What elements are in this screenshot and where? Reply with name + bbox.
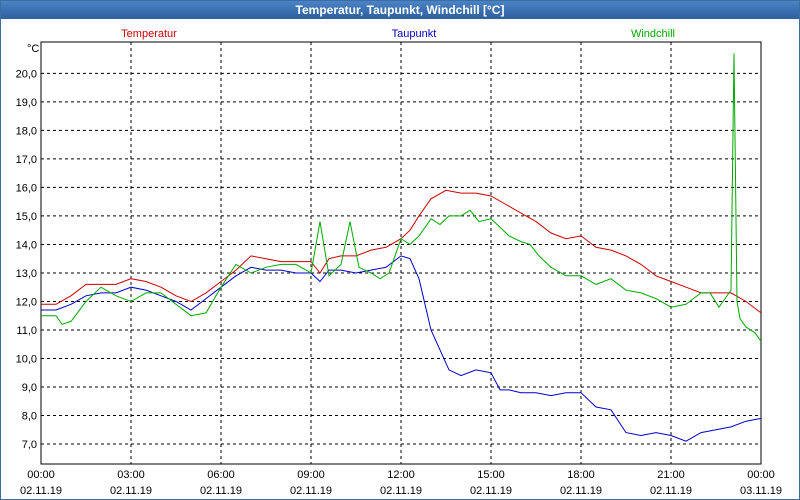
y-tick-label: 18,0 [16, 125, 37, 137]
x-tick-time: 15:00 [477, 469, 505, 481]
x-tick-date: 02.11.19 [290, 485, 332, 497]
x-tick-date: 02.11.19 [560, 485, 602, 497]
y-tick-label: 8,0 [22, 411, 37, 423]
legend-entry-taupunkt: Taupunkt [392, 28, 437, 40]
y-tick-label: 10,0 [16, 354, 37, 366]
x-tick-date: 02.11.19 [200, 485, 242, 497]
y-tick-label: 11,0 [16, 325, 37, 337]
y-tick-label: 15,0 [16, 211, 37, 223]
grid-lines [41, 42, 761, 464]
x-tick-date: 02.11.19 [380, 485, 422, 497]
x-tick-time: 00:00 [27, 469, 55, 481]
x-tick-time: 06:00 [207, 469, 235, 481]
x-tick-date: 02.11.19 [20, 485, 62, 497]
x-tick-date: 02.11.19 [470, 485, 512, 497]
y-tick-label: 7,0 [22, 439, 37, 451]
x-tick-time: 21:00 [657, 469, 685, 481]
x-tick-time: 18:00 [567, 469, 595, 481]
x-tick-time: 00:00 [747, 469, 775, 481]
y-tick-label: 16,0 [16, 182, 37, 194]
x-tick-date: 03.11.19 [740, 485, 782, 497]
legend-entry-temperatur: Temperatur [121, 28, 177, 40]
line-chart: °C 7,0 8,0 9,0 10,0 11,0 12,0 13,0 14,0 15,0 16,0… [16, 28, 782, 497]
y-tick-label: 20,0 [16, 68, 37, 80]
y-tick-label: 14,0 [16, 239, 37, 251]
y-tick-label: 17,0 [16, 154, 37, 166]
legend: Temperatur Taupunkt Windchill [121, 28, 675, 40]
series-lines [41, 53, 762, 442]
series-line-taupunkt [41, 255, 762, 442]
x-tick-time: 12:00 [387, 469, 415, 481]
y-tick-label: 9,0 [22, 382, 37, 394]
y-tick-label: 19,0 [16, 97, 37, 109]
plot-area [40, 41, 762, 465]
chart-title: Temperatur, Taupunkt, Windchill [°C] [1, 1, 799, 19]
y-axis: 7,0 8,0 9,0 10,0 11,0 12,0 13,0 14,0 15,0 16,0 17,… [16, 68, 37, 451]
x-tick-time: 03:00 [117, 469, 145, 481]
x-tick-date: 02.11.19 [110, 485, 152, 497]
series-line-windchill [41, 53, 762, 342]
x-tick-date: 02.11.19 [650, 485, 692, 497]
x-tick-time: 09:00 [297, 469, 325, 481]
y-axis-unit-label: °C [27, 43, 39, 55]
y-tick-label: 12,0 [16, 296, 37, 308]
y-tick-label: 13,0 [16, 268, 37, 280]
legend-entry-windchill: Windchill [631, 28, 675, 40]
x-axis: 00:00 02.11.19 03:00 02.11.19 06:00 02.11.19 0… [20, 469, 782, 497]
